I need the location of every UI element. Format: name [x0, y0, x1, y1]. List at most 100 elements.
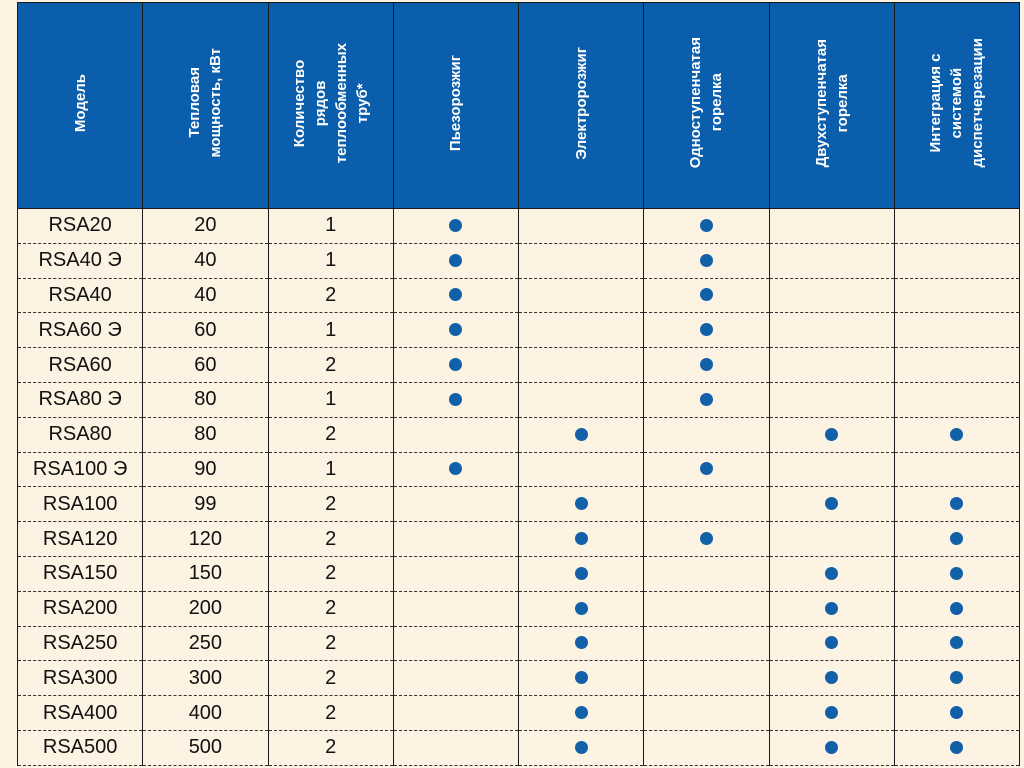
cell-model: RSA100: [16, 486, 144, 523]
cell-feature: [643, 278, 770, 314]
cell-feature: [392, 417, 520, 453]
cell-feature: [893, 243, 1021, 279]
dot-icon: [699, 288, 713, 302]
cell-rows: 1: [267, 243, 394, 279]
cell-feature: [768, 417, 895, 453]
table-row: RSA60 Э 60 1: [16, 312, 1021, 349]
cell-model: RSA250: [16, 626, 144, 662]
cell-rows: 1: [267, 312, 394, 349]
cell-model: RSA120: [16, 521, 144, 557]
cell-feature: [392, 278, 520, 314]
cell-rows: 2: [267, 695, 394, 731]
cell-feature: [643, 521, 770, 557]
column-header-label: Модель: [71, 73, 89, 133]
cell-feature: [893, 626, 1021, 662]
dot-icon: [699, 358, 713, 372]
cell-feature: [893, 660, 1021, 697]
table-row: RSA100 Э 90 1: [16, 452, 1021, 488]
cell-model: RSA200: [16, 591, 144, 627]
cell-rows: 2: [267, 278, 394, 314]
header-row: Модель Тепловая мощность, кВт Количество р…: [16, 2, 1021, 209]
dot-icon: [950, 636, 964, 650]
cell-rows: 1: [267, 452, 394, 488]
cell-model: RSA80: [16, 417, 144, 453]
table-row: RSA20 20 1: [16, 208, 1021, 244]
cell-feature: [392, 591, 520, 627]
cell-feature: [893, 452, 1021, 488]
cell-feature: [392, 382, 520, 418]
dot-icon: [699, 462, 713, 476]
cell-power: 60: [142, 347, 269, 383]
dot-icon: [574, 671, 588, 685]
cell-feature: [517, 695, 645, 731]
dot-icon: [574, 497, 588, 511]
cell-feature: [893, 730, 1021, 766]
cell-feature: [768, 556, 895, 592]
cell-feature: [517, 452, 645, 488]
cell-feature: [768, 591, 895, 627]
cell-model: RSA20: [16, 208, 144, 244]
cell-rows: 2: [267, 347, 394, 383]
cell-feature: [893, 312, 1021, 349]
cell-feature: [517, 521, 645, 557]
cell-power: 90: [142, 452, 269, 488]
cell-feature: [517, 382, 645, 418]
cell-feature: [392, 243, 520, 279]
cell-rows: 2: [267, 521, 394, 557]
table-row: RSA400 400 2: [16, 695, 1021, 731]
cell-feature: [768, 347, 895, 383]
dot-icon: [825, 427, 839, 441]
table-row: RSA300 300 2: [16, 660, 1021, 697]
cell-feature: [517, 626, 645, 662]
cell-rows: 1: [267, 208, 394, 244]
cell-model: RSA300: [16, 660, 144, 697]
cell-feature: [517, 591, 645, 627]
column-header-label: Электророзжиг: [572, 46, 590, 160]
cell-feature: [517, 417, 645, 453]
cell-feature: [768, 626, 895, 662]
cell-feature: [768, 486, 895, 523]
dot-icon: [574, 636, 588, 650]
column-header: Двухступенчатая горелка: [768, 2, 895, 209]
cell-feature: [392, 521, 520, 557]
cell-feature: [643, 417, 770, 453]
cell-feature: [517, 347, 645, 383]
cell-feature: [517, 312, 645, 349]
cell-feature: [392, 660, 520, 697]
cell-model: RSA150: [16, 556, 144, 592]
cell-feature: [893, 347, 1021, 383]
table-row: RSA200 200 2: [16, 591, 1021, 627]
cell-rows: 1: [267, 382, 394, 418]
cell-feature: [392, 730, 520, 766]
cell-feature: [768, 312, 895, 349]
dot-icon: [950, 497, 964, 511]
column-header-label: Интеграция с системой диспетчерезации: [927, 38, 987, 168]
cell-feature: [643, 208, 770, 244]
table-row: RSA80 Э 80 1: [16, 382, 1021, 418]
dot-icon: [449, 218, 463, 232]
cell-power: 40: [142, 243, 269, 279]
dot-icon: [825, 706, 839, 720]
table-row: RSA40 Э 40 1: [16, 243, 1021, 279]
dot-icon: [950, 601, 964, 615]
cell-rows: 2: [267, 730, 394, 766]
column-header: Электророзжиг: [517, 2, 645, 209]
cell-feature: [392, 452, 520, 488]
dot-icon: [574, 566, 588, 580]
dot-icon: [950, 566, 964, 580]
cell-feature: [893, 278, 1021, 314]
dot-icon: [699, 218, 713, 232]
table-row: RSA80 80 2: [16, 417, 1021, 453]
cell-feature: [643, 347, 770, 383]
cell-model: RSA400: [16, 695, 144, 731]
cell-feature: [893, 382, 1021, 418]
cell-feature: [643, 312, 770, 349]
cell-feature: [643, 243, 770, 279]
cell-feature: [643, 486, 770, 523]
cell-feature: [893, 591, 1021, 627]
cell-feature: [517, 208, 645, 244]
column-header-label: Одноступенчатая горелка: [687, 37, 726, 169]
column-header-label: Количество рядов теплообменных труб*: [290, 42, 371, 164]
column-header-label: Тепловая мощность, кВт: [186, 48, 225, 158]
specs-table: Модель Тепловая мощность, кВт Количество р…: [16, 2, 1021, 766]
